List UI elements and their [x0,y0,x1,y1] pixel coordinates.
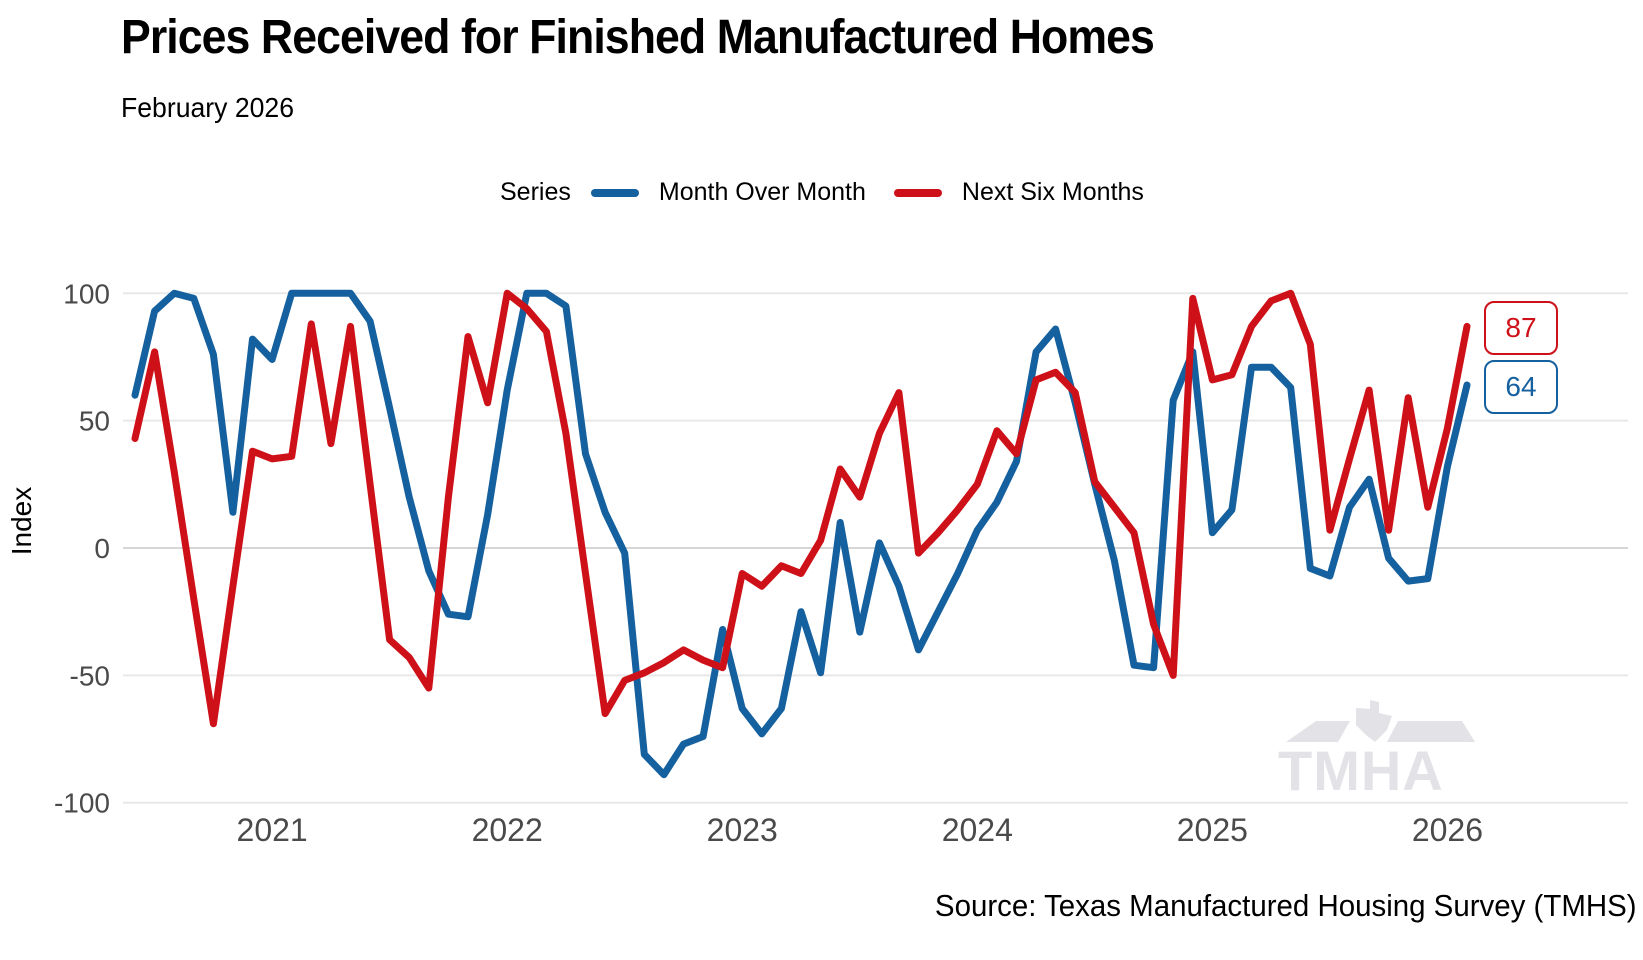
x-tick-label-2024: 2024 [942,812,1013,848]
subtitle: February 2026 [121,92,295,123]
legend: Series Month Over Month Next Six Months [500,178,1172,207]
source-note: Source: Texas Manufactured Housing Surve… [935,888,1637,923]
legend-title: Series [500,178,571,206]
legend-swatch-month-over-month [590,188,639,197]
series-line-next-six-months [131,289,1471,728]
y-tick-label--50: -50 [70,660,110,691]
x-tick-label-2023: 2023 [707,812,778,848]
x-tick-label-2025: 2025 [1177,812,1248,848]
y-tick-label--100: -100 [54,788,110,819]
tmha-watermark: TMHA [1276,698,1486,803]
x-tick-label-2022: 2022 [472,812,543,848]
y-tick-label-0: 0 [94,533,110,564]
y-tick-label-100: 100 [63,278,110,309]
legend-label-next-six-months: Next Six Months [961,178,1144,206]
watermark-text: TMHA [1278,739,1444,798]
watermark-texas-icon [1356,700,1392,742]
x-tick-label-2021: 2021 [237,812,308,848]
end-label-month-over-month: 64 [1484,360,1558,414]
x-tick-label-2026: 2026 [1412,812,1483,848]
watermark-roof-right-icon [1387,721,1475,742]
watermark-roof-left-icon [1286,721,1350,742]
series-line-month-over-month [131,289,1471,779]
end-label-next-six-months: 87 [1484,301,1558,355]
page-title: Prices Received for Finished Manufacture… [121,11,1155,64]
legend-label-month-over-month: Month Over Month [658,178,866,206]
legend-swatch-next-six-months [893,188,942,197]
y-tick-label-50: 50 [79,406,110,437]
